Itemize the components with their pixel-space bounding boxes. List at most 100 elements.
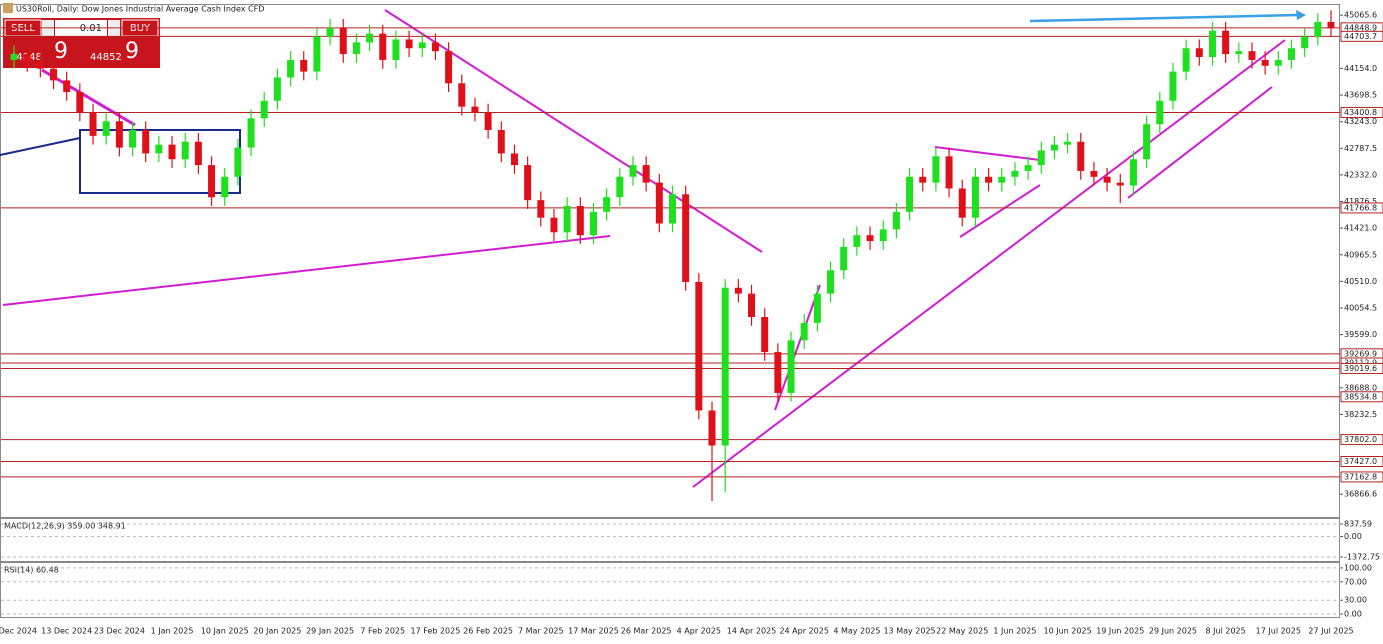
x-tick-label: 13 Dec 2024: [41, 627, 92, 636]
candle-body: [142, 130, 150, 154]
x-tick-label: 24 Apr 2025: [779, 627, 828, 636]
level-label: 43400.8: [1344, 108, 1377, 117]
level-label: 44703.7: [1344, 32, 1377, 41]
x-tick-label: 19 Jun 2025: [1096, 627, 1144, 636]
x-tick-label: 7 Feb 2025: [360, 627, 405, 636]
level-tag: [1340, 202, 1383, 214]
candle-body: [273, 77, 281, 101]
candle-body: [155, 144, 163, 154]
candle-body: [234, 147, 242, 177]
candle-body: [945, 156, 953, 189]
bid-last[interactable]: 9: [54, 39, 68, 64]
level-tag: [1340, 434, 1383, 446]
x-tick-label: 1 Jun 2025: [993, 627, 1036, 636]
level-tag: [1340, 455, 1383, 467]
y-tick-label: 44154.0: [1344, 64, 1377, 73]
sell-label[interactable]: SELL: [11, 23, 35, 34]
candle-body: [958, 188, 966, 218]
level-tag: [1340, 471, 1383, 483]
macd-title: MACD(12,26,9) 359.00 348.91: [4, 522, 126, 531]
candle-body: [23, 54, 31, 63]
candle-body: [813, 293, 821, 323]
candle-body: [102, 121, 110, 136]
y-tick-label: 0.00: [1344, 532, 1362, 541]
y-tick-label: 38232.5: [1344, 410, 1377, 419]
candle-body: [1064, 141, 1072, 145]
level-label: 39269.9: [1344, 349, 1377, 358]
candle-body: [129, 130, 137, 148]
candle-body: [589, 211, 597, 236]
rsi-frame: [0, 562, 1340, 618]
ask-main[interactable]: 44852: [90, 52, 122, 63]
trend-line: [0, 137, 81, 156]
candle-body: [655, 182, 663, 224]
y-tick-label: 40510.0: [1344, 277, 1377, 286]
candle-body: [1248, 51, 1256, 60]
x-tick-label: 2 Dec 2024: [0, 627, 37, 636]
candle-body: [510, 153, 518, 166]
y-tick-label: 43243.0: [1344, 117, 1377, 126]
chart-icon: [3, 3, 13, 13]
drawings: [0, 9, 1306, 488]
buy-label[interactable]: BUY: [130, 23, 151, 34]
candle-body: [853, 235, 861, 247]
candle-body: [63, 80, 71, 93]
level-label: 44848.9: [1344, 23, 1377, 32]
y-tick-label: 43698.5: [1344, 91, 1377, 100]
candle-body: [366, 33, 374, 43]
trend-line: [774, 284, 821, 411]
y-tick-label: 36866.6: [1344, 490, 1377, 499]
trend-line: [959, 184, 1041, 238]
candle-body: [708, 410, 716, 446]
candle-body: [998, 176, 1006, 183]
level-label: 38534.8: [1344, 392, 1377, 401]
candle-body: [1103, 176, 1111, 183]
candle-body: [352, 42, 360, 55]
y-tick-label: 100.00: [1344, 563, 1372, 572]
candle-body: [445, 51, 453, 84]
candle-body: [89, 112, 97, 136]
candle-body: [892, 211, 900, 230]
trend-line: [2, 235, 611, 306]
candle-body: [194, 141, 202, 166]
candle-body: [181, 141, 189, 160]
y-tick-label: 42787.5: [1344, 144, 1377, 153]
candle-body: [840, 246, 848, 271]
candle-body: [1261, 59, 1269, 66]
candle-body: [10, 54, 18, 60]
candle-body: [1037, 150, 1045, 166]
candle-body: [339, 27, 347, 55]
x-tick-label: 26 Mar 2025: [621, 627, 672, 636]
macd-frame: [0, 518, 1340, 562]
candle-body: [642, 165, 650, 183]
lot-value[interactable]: 0.01: [80, 23, 102, 34]
x-tick-label: 4 Apr 2025: [677, 627, 721, 636]
level-label: 37427.0: [1344, 457, 1377, 466]
candle-body: [734, 287, 742, 294]
y-tick-label: 45065.6: [1344, 11, 1377, 20]
candle-body: [471, 106, 479, 113]
x-tick-label: 27 Jul 2025: [1308, 627, 1353, 636]
x-tick-label: 29 Jan 2025: [306, 627, 354, 636]
candle-body: [418, 42, 426, 49]
candle-body: [576, 205, 584, 236]
candle-body: [1011, 170, 1019, 177]
candle-body: [971, 176, 979, 218]
trend-line: [384, 9, 763, 253]
candle-body: [50, 68, 58, 81]
candle-body: [1274, 59, 1282, 66]
x-tick-label: 1 Jan 2025: [151, 627, 194, 636]
candle-body: [563, 205, 571, 233]
candle-body: [1195, 48, 1203, 58]
candle-body: [1143, 124, 1151, 160]
ask-last[interactable]: 9: [125, 39, 139, 64]
y-tick-label: 40965.5: [1344, 250, 1377, 259]
candle-body: [906, 176, 914, 212]
candle-body: [695, 281, 703, 411]
x-tick-label: 13 May 2025: [883, 627, 935, 636]
x-tick-label: 20 Jan 2025: [253, 627, 301, 636]
candle-body: [300, 59, 308, 72]
candle-body: [221, 176, 229, 198]
level-label: 37162.8: [1344, 472, 1377, 481]
